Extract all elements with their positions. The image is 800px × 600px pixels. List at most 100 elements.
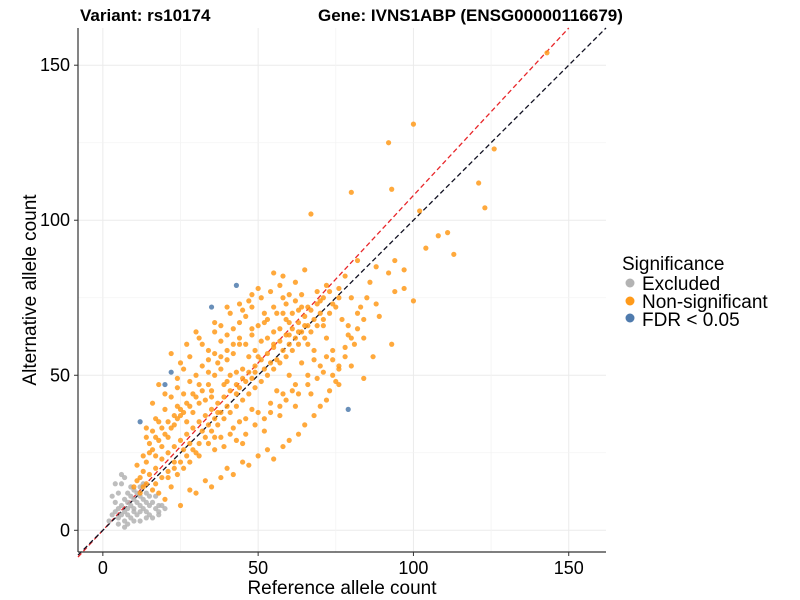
- point-excluded: [109, 493, 115, 499]
- point-non-significant: [193, 490, 199, 496]
- point-excluded: [162, 505, 168, 512]
- point-non-significant: [451, 251, 457, 257]
- point-non-significant: [348, 189, 354, 195]
- x-axis-title: Reference allele count: [247, 578, 437, 599]
- point-non-significant: [261, 416, 267, 422]
- point-non-significant: [491, 146, 497, 152]
- point-non-significant: [187, 440, 193, 447]
- point-non-significant: [292, 298, 299, 304]
- point-non-significant: [367, 279, 373, 285]
- point-non-significant: [280, 347, 286, 354]
- point-non-significant: [351, 341, 358, 347]
- point-non-significant: [174, 385, 180, 391]
- point-non-significant: [202, 478, 208, 484]
- point-non-significant: [177, 406, 184, 412]
- point-non-significant: [199, 341, 205, 347]
- point-non-significant: [292, 335, 299, 341]
- point-non-significant: [280, 391, 286, 397]
- point-excluded: [118, 481, 125, 487]
- point-non-significant: [302, 313, 308, 319]
- point-non-significant: [153, 481, 159, 487]
- point-non-significant: [295, 319, 302, 326]
- point-non-significant: [202, 412, 208, 419]
- point-non-significant: [243, 378, 249, 385]
- point-non-significant: [252, 385, 258, 391]
- y-tick-label: 150: [40, 55, 70, 75]
- point-non-significant: [326, 388, 333, 394]
- x-tick-label: 50: [248, 558, 268, 578]
- point-non-significant: [295, 307, 302, 313]
- point-non-significant: [320, 316, 326, 323]
- point-non-significant: [190, 391, 196, 397]
- point-non-significant: [171, 459, 177, 465]
- legend-swatch-non-significant: [625, 296, 635, 306]
- point-non-significant: [208, 388, 215, 394]
- point-non-significant: [320, 369, 326, 375]
- point-non-significant: [212, 329, 218, 335]
- point-non-significant: [184, 419, 190, 425]
- point-non-significant: [342, 344, 348, 350]
- point-non-significant: [227, 372, 233, 378]
- point-non-significant: [249, 406, 255, 412]
- point-non-significant: [159, 443, 165, 450]
- point-non-significant: [187, 459, 193, 465]
- point-non-significant: [283, 301, 289, 307]
- point-excluded: [156, 512, 162, 518]
- point-non-significant: [274, 310, 280, 316]
- point-non-significant: [330, 372, 336, 378]
- point-non-significant: [410, 121, 417, 127]
- legend-label-excluded: Excluded: [642, 274, 720, 295]
- point-non-significant: [146, 450, 153, 456]
- point-non-significant: [267, 360, 274, 366]
- point-non-significant: [261, 428, 267, 434]
- point-non-significant: [212, 434, 218, 440]
- point-non-significant: [149, 428, 156, 434]
- point-non-significant: [230, 425, 236, 431]
- point-non-significant: [227, 409, 233, 416]
- point-non-significant: [208, 394, 215, 400]
- point-non-significant: [190, 409, 196, 416]
- point-excluded: [149, 499, 156, 505]
- point-non-significant: [187, 354, 193, 360]
- point-non-significant: [314, 288, 320, 295]
- point-fdr-0-05: [208, 304, 215, 310]
- point-non-significant: [243, 313, 249, 319]
- point-fdr-0-05: [345, 406, 351, 412]
- point-non-significant: [354, 257, 361, 264]
- point-non-significant: [445, 230, 451, 236]
- point-non-significant: [246, 391, 252, 397]
- point-non-significant: [221, 381, 227, 388]
- point-non-significant: [258, 295, 264, 301]
- point-non-significant: [221, 416, 227, 422]
- point-non-significant: [177, 360, 184, 366]
- point-non-significant: [255, 285, 261, 292]
- point-non-significant: [364, 295, 370, 301]
- point-non-significant: [205, 369, 212, 375]
- point-non-significant: [227, 431, 233, 437]
- point-non-significant: [243, 431, 249, 437]
- point-non-significant: [240, 440, 246, 447]
- point-non-significant: [435, 233, 441, 239]
- point-non-significant: [212, 350, 218, 357]
- point-non-significant: [311, 347, 317, 354]
- grid: [78, 28, 606, 552]
- point-non-significant: [240, 366, 246, 372]
- point-non-significant: [196, 335, 202, 341]
- point-fdr-0-05: [168, 369, 174, 375]
- point-non-significant: [271, 329, 277, 335]
- point-non-significant: [295, 391, 302, 397]
- point-excluded: [106, 518, 112, 524]
- point-non-significant: [305, 304, 311, 310]
- point-non-significant: [159, 474, 165, 481]
- point-non-significant: [208, 484, 215, 490]
- point-non-significant: [162, 391, 168, 397]
- point-non-significant: [392, 288, 398, 295]
- point-non-significant: [261, 366, 267, 372]
- point-non-significant: [544, 50, 550, 56]
- point-non-significant: [252, 369, 258, 375]
- reference-line-0: [77, 27, 570, 558]
- point-non-significant: [317, 310, 323, 316]
- point-non-significant: [168, 484, 174, 490]
- point-non-significant: [134, 462, 140, 468]
- point-non-significant: [215, 422, 221, 428]
